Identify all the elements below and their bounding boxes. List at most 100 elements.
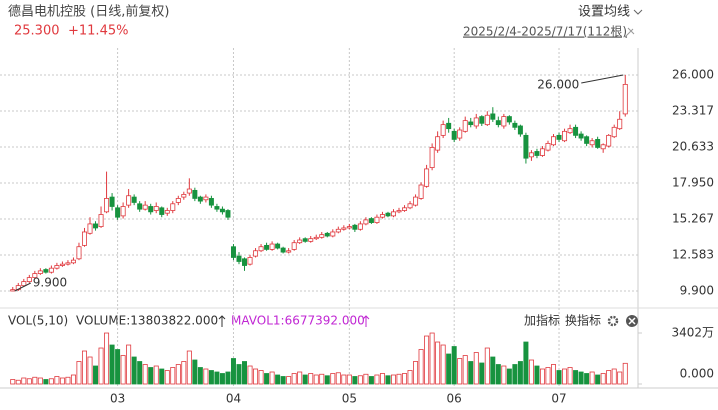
settings-button[interactable]: 设置均线 (578, 5, 630, 20)
volume-bar (528, 359, 534, 385)
candle-body (236, 255, 242, 262)
volume-bar (512, 364, 518, 385)
volume-bar (402, 373, 408, 385)
last-price: 25.300 (14, 24, 60, 39)
candle-body (567, 128, 573, 134)
volume-bar (297, 371, 303, 385)
candle-body (479, 116, 485, 124)
candle-body (98, 214, 104, 228)
volume-bar (65, 376, 71, 385)
volume-bar (115, 349, 121, 385)
volume-bar (573, 370, 579, 385)
y-tick-label: 12.583 (672, 248, 714, 262)
candle-body (462, 120, 468, 132)
volume-bar (363, 373, 369, 385)
mavol-label: MAVOL1:6677392.000 (231, 314, 365, 328)
volume-bar (253, 368, 259, 385)
volume-bar (457, 358, 463, 385)
candle-body (396, 210, 402, 213)
candle-body (230, 246, 236, 258)
candle-body (286, 250, 292, 253)
candle-body (164, 210, 170, 214)
candle-body (302, 238, 308, 242)
volume-bar (81, 350, 87, 385)
candle-body (584, 136, 590, 144)
volume-bar (462, 355, 468, 385)
candle-body (446, 122, 452, 130)
volume-bar (424, 335, 430, 385)
x-tick-label: 07 (551, 392, 566, 406)
volume-bar (418, 349, 424, 385)
volume-bar (280, 376, 286, 385)
candle-body (264, 244, 270, 250)
x-tick-label: 05 (342, 392, 357, 406)
volume-bar (523, 341, 529, 385)
candle-body (551, 136, 557, 146)
candle-body (473, 117, 479, 127)
volume-bar (341, 374, 347, 385)
y-tick-label: 0.000 (680, 367, 714, 381)
candle-body (203, 196, 209, 201)
candle-body (253, 250, 259, 257)
volume-bar (479, 362, 485, 385)
candle-body (54, 265, 60, 269)
add-indicator[interactable]: 加指标 (524, 313, 560, 328)
volume-bar (390, 374, 396, 385)
y-tick-label: 3402万 (671, 326, 714, 340)
volume-bar (269, 371, 275, 385)
gear-icon[interactable] (607, 315, 619, 327)
volume-bar (93, 365, 99, 385)
volume-bar (473, 352, 479, 385)
candle-body (32, 273, 38, 278)
volume-bar (26, 378, 32, 385)
y-tick-label: 20.633 (672, 140, 714, 154)
volume-bar (15, 379, 21, 385)
candle-body (43, 269, 49, 273)
candle-body (115, 207, 121, 218)
candle-body (258, 246, 264, 252)
candle-body (131, 196, 137, 203)
candle-body (10, 289, 16, 292)
arrow-icon (218, 315, 226, 327)
candle-body (324, 232, 330, 237)
volume-bar (435, 341, 441, 385)
volume-bar (429, 332, 435, 385)
candle-body (87, 223, 93, 234)
volume-bar (153, 365, 159, 385)
candle-body (225, 210, 231, 218)
candle-body (153, 206, 159, 211)
volume-bar (159, 368, 165, 385)
candle-body (534, 151, 540, 156)
candle-body (335, 228, 341, 233)
candle-body (484, 114, 490, 126)
candle-body (413, 196, 419, 206)
date-range[interactable]: 2025/2/4-2025/7/17(112根) (463, 25, 627, 39)
volume-bar (324, 375, 330, 385)
candle-body (424, 168, 430, 187)
volume-bar (230, 358, 236, 385)
volume-bar (545, 367, 551, 385)
pin-icon[interactable] (624, 27, 635, 38)
switch-indicator[interactable]: 换指标 (565, 313, 601, 328)
candle-body (528, 152, 534, 158)
volume-bar (48, 378, 54, 385)
candle-body (506, 116, 512, 123)
candle-body (385, 212, 391, 217)
volume-bar (170, 367, 176, 385)
candle-body (440, 124, 446, 136)
candle-body (186, 188, 192, 194)
candle-body (280, 247, 286, 253)
candle-body (495, 120, 501, 126)
candle-body (170, 203, 176, 211)
volume-bar (32, 376, 38, 385)
volume-bar (59, 377, 65, 385)
candle-body (595, 138, 601, 148)
candle-body (429, 147, 435, 168)
candle-body (37, 270, 43, 274)
candle-body (600, 144, 606, 150)
candle-body (457, 129, 463, 139)
candle-body (247, 257, 253, 265)
candle-body (363, 219, 369, 225)
candle-body (374, 216, 380, 223)
volume-bar (76, 361, 82, 385)
